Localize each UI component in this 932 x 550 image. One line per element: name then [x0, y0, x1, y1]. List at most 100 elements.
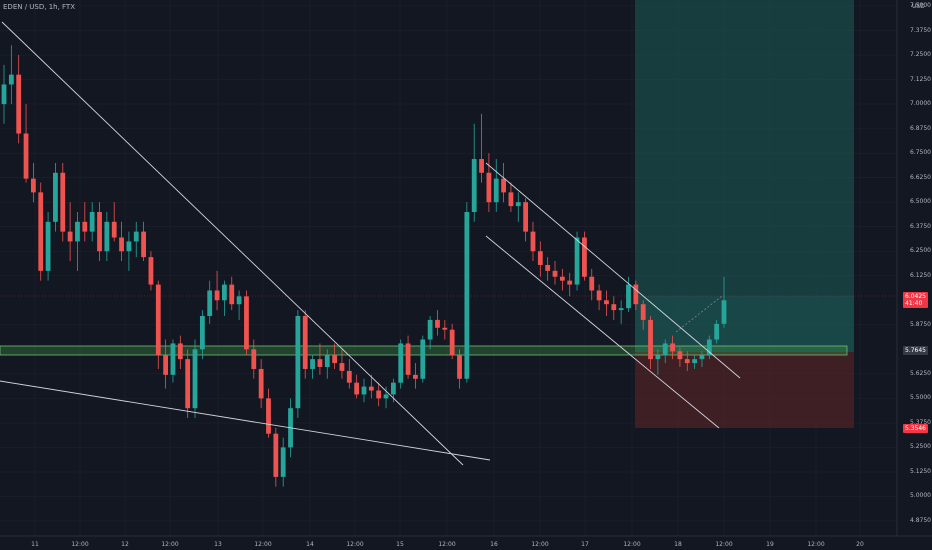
candle-body: [1, 84, 7, 105]
candle-body: [89, 212, 95, 232]
candle-body: [640, 304, 646, 320]
candle-body: [582, 237, 587, 277]
candle-body: [604, 300, 609, 305]
channel-upper-line[interactable]: [485, 162, 741, 379]
candle: [464, 202, 470, 383]
candle-body: [119, 237, 124, 252]
trendline-lower[interactable]: [0, 380, 491, 461]
candle-body: [222, 284, 227, 301]
currency-label: USD: [912, 3, 925, 10]
candle: [515, 192, 521, 222]
candle: [574, 231, 580, 291]
price-tick-label: 7.0000: [910, 100, 931, 108]
candle: [523, 198, 529, 242]
candle: [266, 388, 271, 438]
candle-body: [244, 296, 249, 350]
candle-body: [192, 349, 198, 409]
candle-body: [721, 300, 727, 324]
candle-body: [589, 276, 595, 291]
price-axis[interactable]: 7.5000 7.3750 7.2500 7.1250 7.0000 6.8750 6.75…: [897, 0, 932, 536]
candle-body: [155, 284, 161, 356]
candle: [596, 284, 602, 311]
candle: [618, 300, 624, 324]
price-tick-label: 5.0000: [910, 492, 931, 500]
candle: [633, 280, 639, 311]
price-tick-label: 5.2500: [910, 443, 931, 451]
candle: [141, 221, 146, 262]
stop-price-value: 5.3546: [905, 425, 926, 432]
candle-body: [310, 359, 315, 369]
candle-body: [45, 221, 51, 271]
candle: [317, 343, 323, 375]
candle-body: [273, 433, 279, 477]
candle-body: [53, 172, 58, 222]
candle: [508, 182, 514, 212]
candle-body: [376, 390, 382, 399]
candle-body: [486, 172, 492, 203]
position-top-band: [635, 296, 854, 352]
candle-body: [706, 339, 712, 356]
candle: [280, 437, 286, 487]
candle: [611, 296, 617, 320]
candle: [310, 355, 315, 379]
trendline-upper[interactable]: [1, 21, 464, 466]
candle: [45, 212, 51, 281]
candle: [111, 202, 117, 242]
symbol-title[interactable]: EDEN / USD, 1h, FTX: [3, 3, 76, 11]
candle: [457, 349, 462, 389]
candle-body: [508, 192, 514, 207]
candle-body: [567, 280, 573, 285]
candle: [449, 323, 455, 360]
candle: [706, 335, 712, 360]
candle: [1, 64, 7, 124]
candle: [295, 310, 301, 418]
candle: [435, 310, 440, 336]
time-tick-label: 17: [581, 541, 589, 548]
time-tick-label: 20: [856, 541, 864, 548]
candle: [339, 349, 345, 379]
price-tick-label: 7.3750: [910, 26, 931, 34]
candle-body: [368, 386, 374, 391]
candle-body: [618, 308, 624, 311]
candle-body: [141, 231, 146, 258]
candle: [258, 359, 264, 409]
candle-body: [670, 343, 675, 352]
candle: [133, 221, 139, 258]
candle-body: [236, 296, 242, 305]
candle: [413, 363, 418, 389]
candle-body: [199, 315, 205, 350]
target-zone: [635, 0, 854, 296]
candle-body: [258, 368, 264, 399]
candle-body: [662, 343, 668, 356]
candle: [302, 310, 308, 379]
time-tick-label: 12:00: [346, 541, 364, 548]
candle: [67, 202, 73, 262]
channel-lower-line[interactable]: [485, 235, 720, 429]
time-axis[interactable]: [0, 536, 932, 550]
candle: [427, 315, 433, 350]
candle-body: [574, 237, 580, 285]
candle: [442, 319, 448, 340]
candle: [192, 339, 198, 418]
time-tick-label: 12:00: [531, 541, 549, 548]
price-tick-label: 5.3750: [910, 418, 931, 426]
candle: [346, 359, 352, 389]
candle-body: [435, 319, 440, 328]
candle-body: [170, 343, 176, 375]
candle-body: [317, 359, 323, 367]
candle-body: [38, 192, 44, 271]
price-tick-label: 7.2500: [910, 51, 931, 59]
candle: [626, 276, 631, 313]
candle-body: [552, 270, 558, 277]
candle-body: [266, 398, 271, 434]
time-tick-label: 13: [214, 541, 222, 548]
candle: [222, 280, 227, 316]
candle-body: [449, 329, 455, 356]
candle-body: [464, 212, 470, 379]
candle: [398, 339, 404, 389]
candle-body: [692, 359, 698, 364]
candle: [60, 162, 66, 242]
candle: [420, 335, 426, 383]
candle-body: [427, 319, 433, 340]
